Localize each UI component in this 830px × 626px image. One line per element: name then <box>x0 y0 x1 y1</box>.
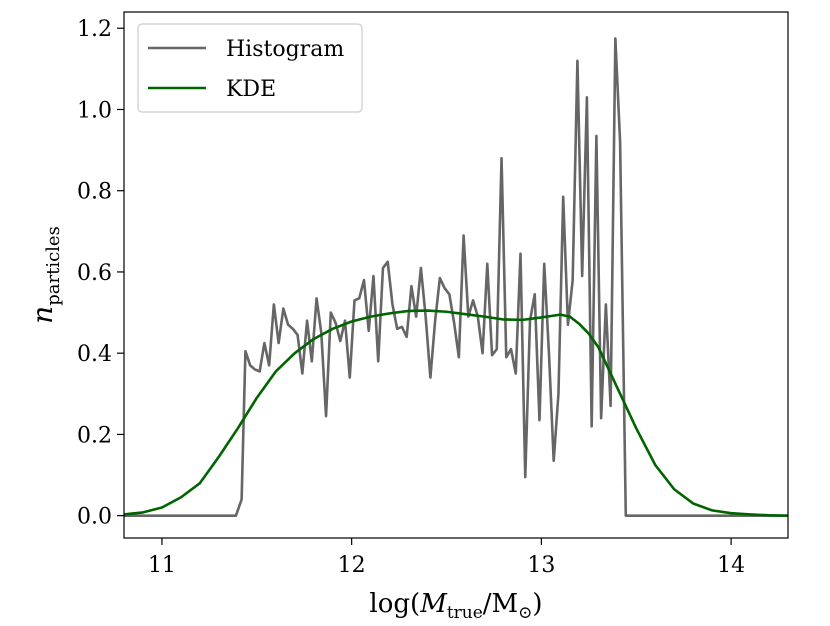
series-line-histogram <box>124 37 788 517</box>
plot-frame <box>123 11 789 539</box>
y-tick-label: 0.0 <box>77 505 112 530</box>
y-tick-label: 0.8 <box>77 180 112 205</box>
legend-label-kde: KDE <box>226 77 276 102</box>
series-line-kde <box>124 309 788 517</box>
x-tick-label: 11 <box>148 553 176 578</box>
legend-box <box>137 23 363 113</box>
y-tick-label: 0.2 <box>77 423 112 448</box>
x-axis-label: log(Mtrue/M⊙) <box>369 589 542 623</box>
legend-label-histogram: Histogram <box>226 37 344 62</box>
x-tick-label: 12 <box>338 553 366 578</box>
plot-area <box>124 37 788 517</box>
y-tick-label: 1.2 <box>77 17 112 42</box>
y-tick-label: 0.6 <box>77 261 112 286</box>
y-axis-label: nparticles <box>26 226 64 324</box>
x-tick-label: 13 <box>527 553 555 578</box>
axes: 11 12 13 14 0.0 0.2 0.4 0.6 0.8 1.0 1.2 log(Mtrue/M… <box>26 11 789 623</box>
x-tick-label: 14 <box>717 553 745 578</box>
y-tick-label: 0.4 <box>77 342 112 367</box>
legend: Histogram KDE <box>137 23 363 113</box>
y-tick-label: 1.0 <box>77 98 112 123</box>
